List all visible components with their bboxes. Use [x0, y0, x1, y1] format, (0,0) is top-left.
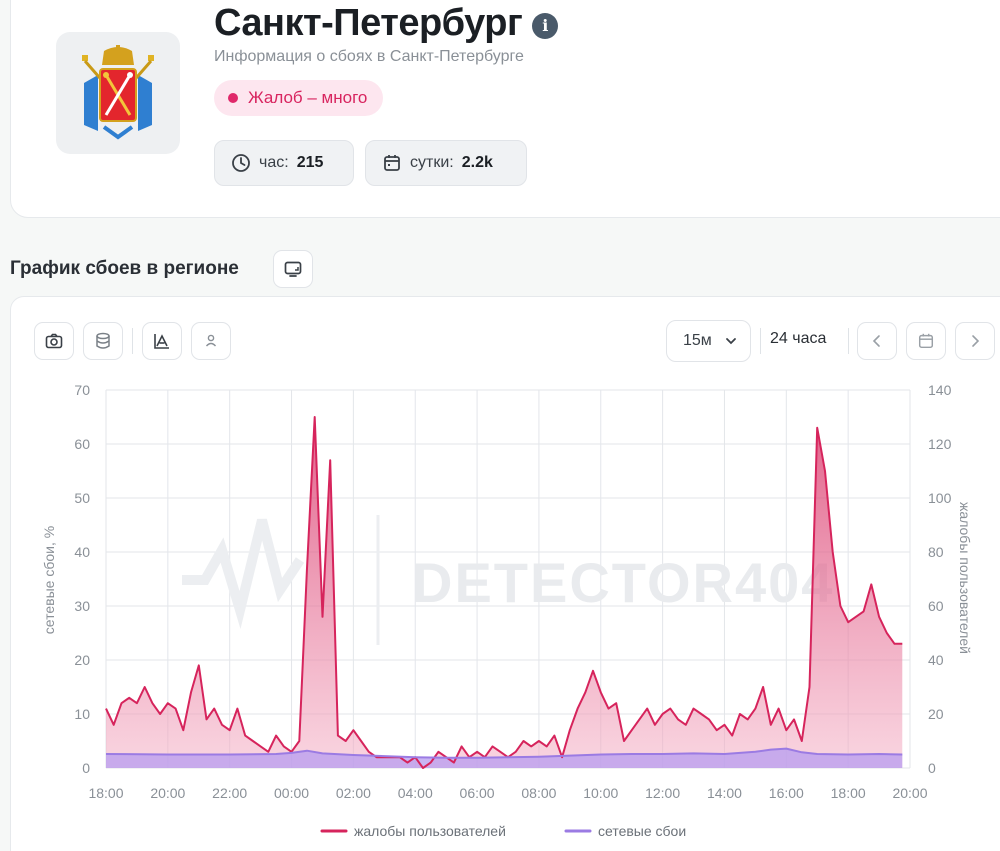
chart-watermark: DETECTOR404: [412, 551, 834, 614]
section-title: График сбоев в регионе: [10, 258, 239, 279]
chart-legend: жалобы пользователей сетевые сбои: [320, 823, 686, 839]
series-line-network: [105, 747, 903, 759]
calendar-icon: [384, 155, 400, 171]
x-tick-label: 04:00: [398, 785, 433, 801]
interval-select[interactable]: 15м: [666, 320, 751, 362]
y-right-tick-label: 60: [928, 598, 944, 614]
y-left-tick-label: 10: [74, 706, 90, 722]
chart-ticks: 0 10 20 30 40 50 60 70 0 20 40 60 80 100 120 140 18:00 20…: [74, 382, 951, 801]
screenshot-button[interactable]: [34, 322, 74, 360]
legend-label-network: сетевые сбои: [598, 823, 686, 839]
interval-select-value: 15м: [683, 332, 712, 349]
y-right-tick-label: 80: [928, 544, 944, 560]
outage-chart: DETECTOR404 0 10 20 30 40 50 60 70 0 20 40 60 80 100 1…: [41, 382, 973, 839]
y-right-tick-label: 20: [928, 706, 944, 722]
x-tick-label: 00:00: [274, 785, 309, 801]
database-icon: [96, 332, 110, 349]
data-button[interactable]: [83, 322, 123, 360]
x-tick-label: 12:00: [645, 785, 680, 801]
clock-icon: [232, 154, 250, 172]
prev-range-button[interactable]: [857, 322, 897, 360]
y-right-tick-label: 120: [928, 436, 952, 452]
y-right-tick-label: 40: [928, 652, 944, 668]
x-tick-label: 18:00: [831, 785, 866, 801]
region-logo: [56, 32, 180, 154]
x-tick-label: 14:00: [707, 785, 742, 801]
y-left-tick-label: 60: [74, 436, 90, 452]
user-filter-button[interactable]: [191, 322, 231, 360]
monitor-button[interactable]: [273, 250, 313, 288]
y-left-tick-label: 0: [82, 760, 90, 776]
series-area-network: [106, 748, 903, 768]
x-tick-label: 18:00: [88, 785, 123, 801]
y-left-tick-label: 50: [74, 490, 90, 506]
range-label: 24 часа: [770, 330, 827, 347]
legend-item-complaints[interactable]: жалобы пользователей: [320, 823, 506, 839]
x-tick-label: 06:00: [460, 785, 495, 801]
title-row: Санкт-Петербург i: [214, 2, 559, 45]
x-tick-label: 10:00: [583, 785, 618, 801]
y-right-tick-label: 100: [928, 490, 952, 506]
status-badge-label: Жалоб – много: [248, 88, 368, 107]
x-tick-label: 08:00: [521, 785, 556, 801]
chart-mode-icon: [154, 334, 169, 349]
chevron-left-icon: [872, 335, 880, 347]
stat-hour-value: 215: [296, 154, 324, 171]
y-right-tick-label: 140: [928, 382, 952, 398]
legend-label-complaints: жалобы пользователей: [354, 823, 506, 839]
date-picker-button[interactable]: [906, 322, 946, 360]
legend-item-network[interactable]: сетевые сбои: [564, 823, 686, 839]
stat-day-label: сутки:: [410, 154, 454, 171]
y-left-tick-label: 40: [74, 544, 90, 560]
page-title: Санкт-Петербург: [214, 2, 523, 44]
monitor-icon: [284, 261, 302, 277]
status-badge: Жалоб – много: [214, 80, 384, 116]
status-dot-icon: [228, 93, 238, 103]
info-icon[interactable]: i: [532, 12, 559, 39]
y-axis-right-label: жалобы пользователей: [957, 502, 973, 654]
chevron-right-icon: [972, 335, 980, 347]
coat-of-arms-icon: [82, 45, 154, 140]
y-axis-left-label: сетевые сбои, %: [41, 526, 57, 634]
x-tick-label: 16:00: [769, 785, 804, 801]
stat-hour-label: час:: [259, 154, 289, 171]
watermark-logo-icon: [182, 515, 380, 645]
next-range-button[interactable]: [955, 322, 995, 360]
x-tick-label: 20:00: [150, 785, 185, 801]
toolbar-divider: [760, 328, 761, 354]
user-icon: [205, 334, 217, 347]
toolbar-divider: [848, 328, 849, 354]
chevron-down-icon: [726, 338, 736, 345]
camera-icon: [45, 333, 63, 349]
series-line-complaints: [105, 416, 903, 769]
x-tick-label: 02:00: [336, 785, 371, 801]
stat-day-value: 2.2k: [461, 154, 493, 171]
calendar-icon: [918, 333, 934, 349]
stat-hour: час: 215: [214, 140, 354, 186]
page-subtitle: Информация о сбоях в Санкт-Петербурге: [214, 48, 524, 65]
y-left-tick-label: 70: [74, 382, 90, 398]
chart-mode-button[interactable]: [142, 322, 182, 360]
series-area-complaints: [106, 417, 903, 768]
chart-series: [105, 416, 903, 769]
y-left-tick-label: 20: [74, 652, 90, 668]
y-left-tick-label: 30: [74, 598, 90, 614]
x-tick-label: 20:00: [892, 785, 927, 801]
stat-day: сутки: 2.2k: [365, 140, 527, 186]
toolbar-divider: [132, 328, 133, 354]
y-right-tick-label: 0: [928, 760, 936, 776]
x-tick-label: 22:00: [212, 785, 247, 801]
